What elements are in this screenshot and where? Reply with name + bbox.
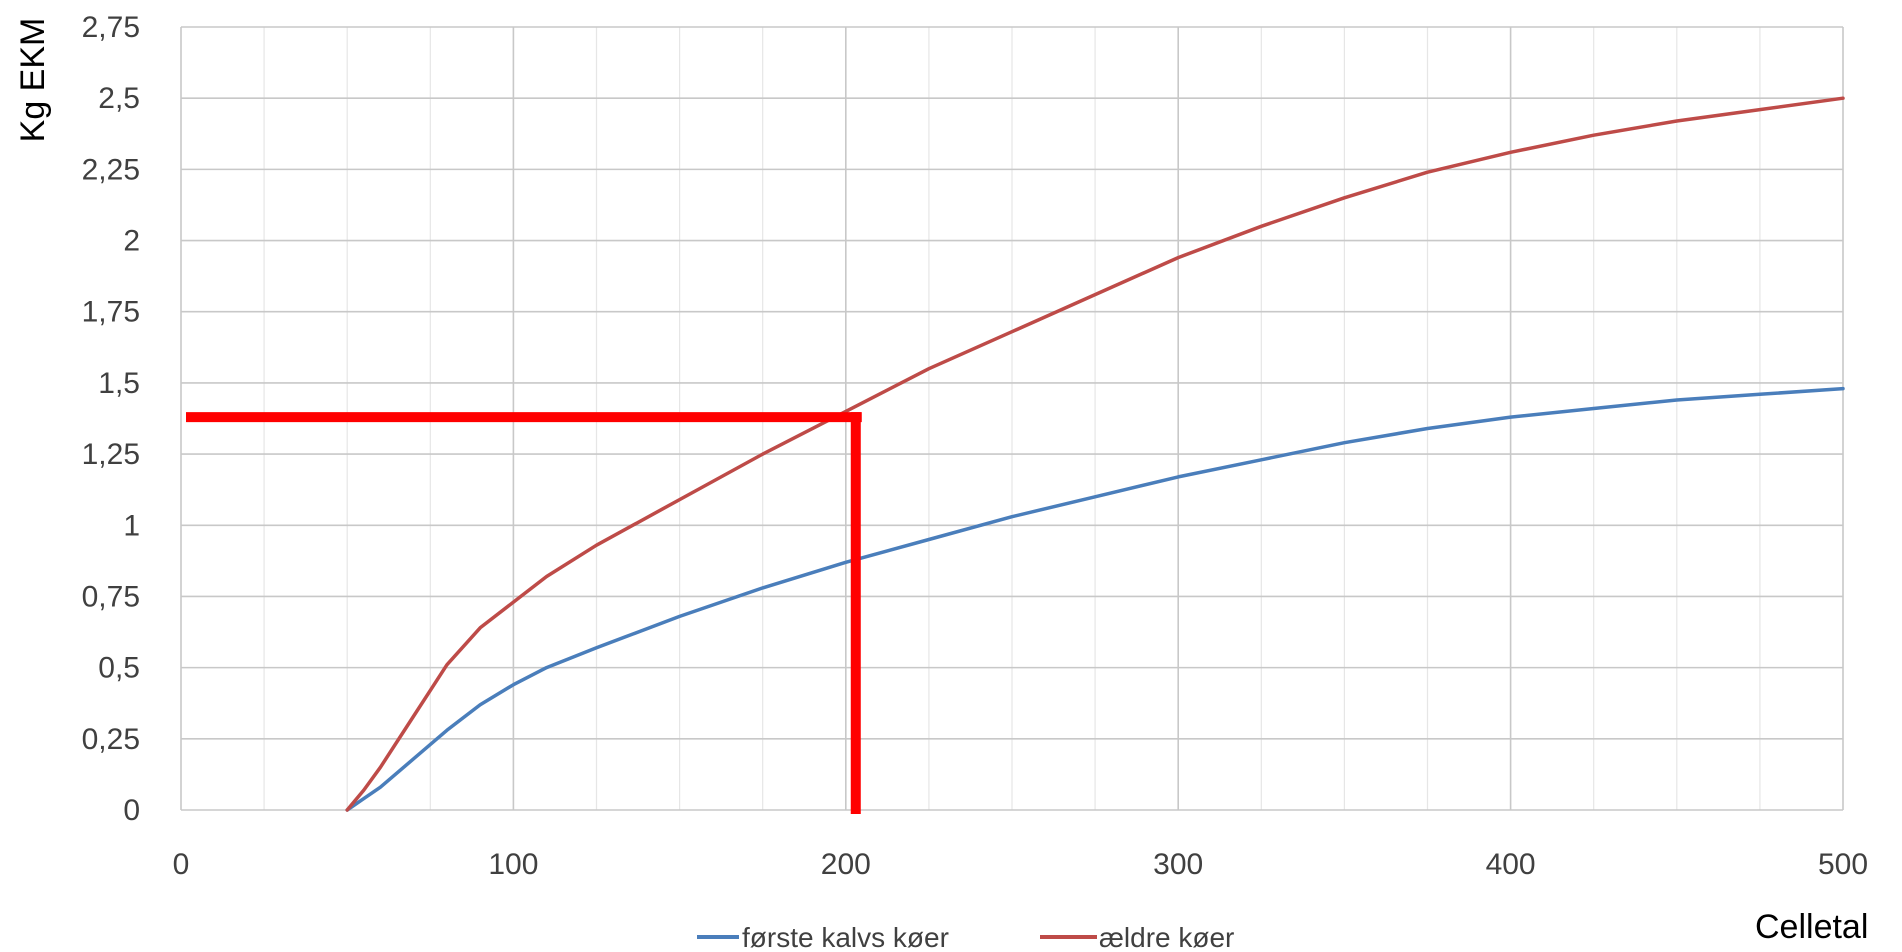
y-tick-label: 2,75: [82, 11, 140, 44]
series-lines: [345, 96, 1845, 812]
y-tick-label: 1,75: [82, 296, 140, 329]
x-tick-label: 500: [1818, 848, 1868, 881]
y-tick-label: 0: [123, 794, 140, 827]
y-tick-label: 0,5: [98, 652, 140, 685]
y-tick-label: 2,5: [98, 82, 140, 115]
y-tick-label: 1,5: [98, 367, 140, 400]
y-axis-title: Kg EKM: [14, 18, 52, 143]
x-tick-label: 200: [821, 848, 871, 881]
x-tick-label: 0: [173, 848, 190, 881]
y-tick-label: 0,25: [82, 723, 140, 756]
x-tick-label: 300: [1153, 848, 1203, 881]
annotations: [186, 412, 862, 814]
series-line-0: [345, 386, 1845, 812]
x-tick-label: 100: [488, 848, 538, 881]
legend-label-older: ældre køer: [1099, 922, 1234, 952]
legend: første kalvs køer ældre køer: [697, 922, 1234, 952]
y-tick-label: 1: [123, 509, 140, 542]
legend-label-first-calf: første kalvs køer: [742, 922, 949, 952]
y-tick-label: 1,25: [82, 438, 140, 471]
x-tick-label: 400: [1486, 848, 1536, 881]
x-axis-title: Celletal: [1755, 908, 1868, 946]
y-tick-label: 2: [123, 225, 140, 258]
y-tick-label: 0,75: [82, 580, 140, 613]
x-axis-ticks: 0 100 200 300 400 500: [173, 848, 1868, 881]
series-line-1: [345, 96, 1845, 812]
y-axis-ticks: 0 0,25 0,5 0,75 1 1,25 1,5 1,75 2 2,25 2,5 2,75: [82, 11, 140, 827]
y-tick-label: 2,25: [82, 153, 140, 186]
